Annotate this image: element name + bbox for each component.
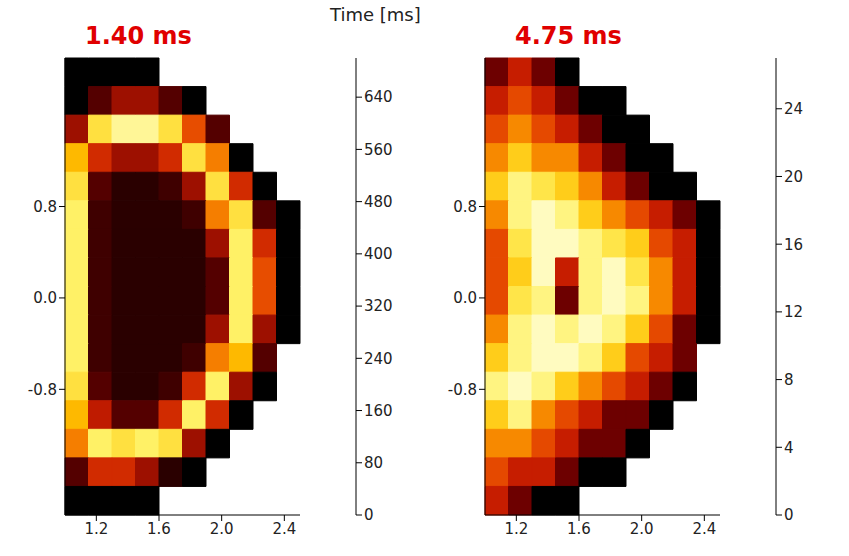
svg-text:1.6: 1.6	[147, 520, 171, 538]
html-text:4.75 ms: 4.75 ms	[515, 22, 622, 50]
svg-text:4: 4	[784, 439, 794, 457]
svg-text:160: 160	[364, 402, 393, 420]
svg-text:0.0: 0.0	[453, 289, 477, 307]
svg-text:0.0: 0.0	[33, 289, 57, 307]
svg-text:560: 560	[364, 141, 393, 159]
svg-text:2.4: 2.4	[272, 520, 296, 538]
svg-text:2.0: 2.0	[630, 520, 654, 538]
svg-text:1.2: 1.2	[84, 520, 108, 538]
svg-text:24: 24	[784, 100, 803, 118]
svg-text:-0.8: -0.8	[448, 381, 477, 399]
svg-text:12: 12	[784, 303, 803, 321]
svg-text:1.2: 1.2	[504, 520, 528, 538]
svg-text:400: 400	[364, 245, 393, 263]
svg-text:480: 480	[364, 193, 393, 211]
svg-text:80: 80	[364, 454, 383, 472]
svg-text:8: 8	[784, 371, 794, 389]
svg-text:0: 0	[784, 506, 794, 524]
svg-text:0.8: 0.8	[453, 198, 477, 216]
svg-text:240: 240	[364, 350, 393, 368]
svg-text:2.0: 2.0	[210, 520, 234, 538]
html-text:1.40 ms: 1.40 ms	[85, 22, 192, 50]
svg-text:16: 16	[784, 236, 803, 254]
svg-text:0: 0	[364, 506, 374, 524]
svg-text:320: 320	[364, 297, 393, 315]
svg-text:1.6: 1.6	[567, 520, 591, 538]
svg-text:-0.8: -0.8	[28, 381, 57, 399]
svg-text:20: 20	[784, 168, 803, 186]
svg-text:640: 640	[364, 88, 393, 106]
html-text:Time [ms]: Time [ms]	[330, 4, 421, 25]
svg-text:0.8: 0.8	[33, 198, 57, 216]
svg-text:2.4: 2.4	[692, 520, 716, 538]
